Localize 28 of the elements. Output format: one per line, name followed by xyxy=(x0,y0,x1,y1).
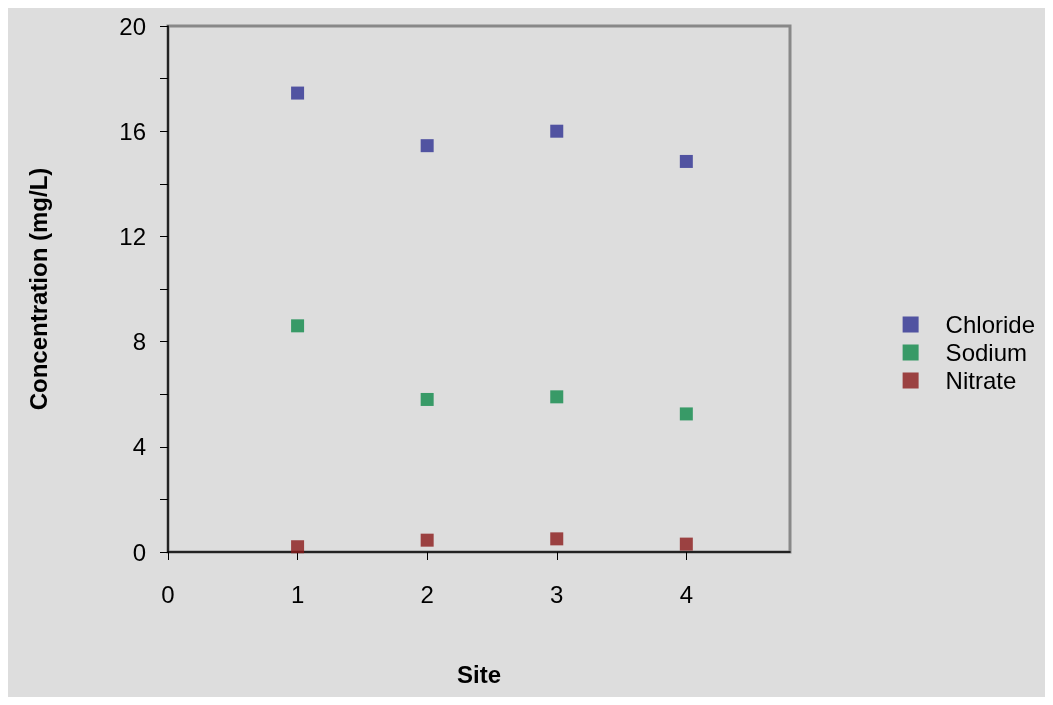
x-tick-label: 4 xyxy=(679,580,694,608)
point xyxy=(291,319,305,333)
point xyxy=(420,533,434,547)
y-tick-label: 0 xyxy=(132,538,146,566)
y-tick-label: 12 xyxy=(119,222,146,250)
legend-label: Sodium xyxy=(945,339,1027,366)
x-tick-label: 3 xyxy=(550,580,564,608)
point xyxy=(291,86,305,100)
point xyxy=(679,407,693,421)
point xyxy=(420,139,434,153)
legend-label: Chloride xyxy=(945,311,1036,338)
point xyxy=(679,154,693,168)
x-tick-label: 2 xyxy=(420,580,434,608)
point xyxy=(291,540,305,554)
y-tick-label: 20 xyxy=(119,12,146,40)
point xyxy=(550,124,564,138)
y-tick-label: 4 xyxy=(132,433,146,461)
point xyxy=(550,532,564,546)
legend-label: Nitrate xyxy=(945,367,1017,394)
y-axis-title: Concentration (mg/L) xyxy=(24,167,52,411)
point xyxy=(550,390,564,404)
point xyxy=(679,537,693,551)
y-tick-label: 8 xyxy=(132,328,146,356)
x-axis-title: Site xyxy=(456,660,502,688)
y-tick-label: 16 xyxy=(119,117,146,145)
point xyxy=(420,392,434,406)
x-tick-label: 1 xyxy=(290,580,305,608)
x-tick-label: 0 xyxy=(161,580,175,608)
